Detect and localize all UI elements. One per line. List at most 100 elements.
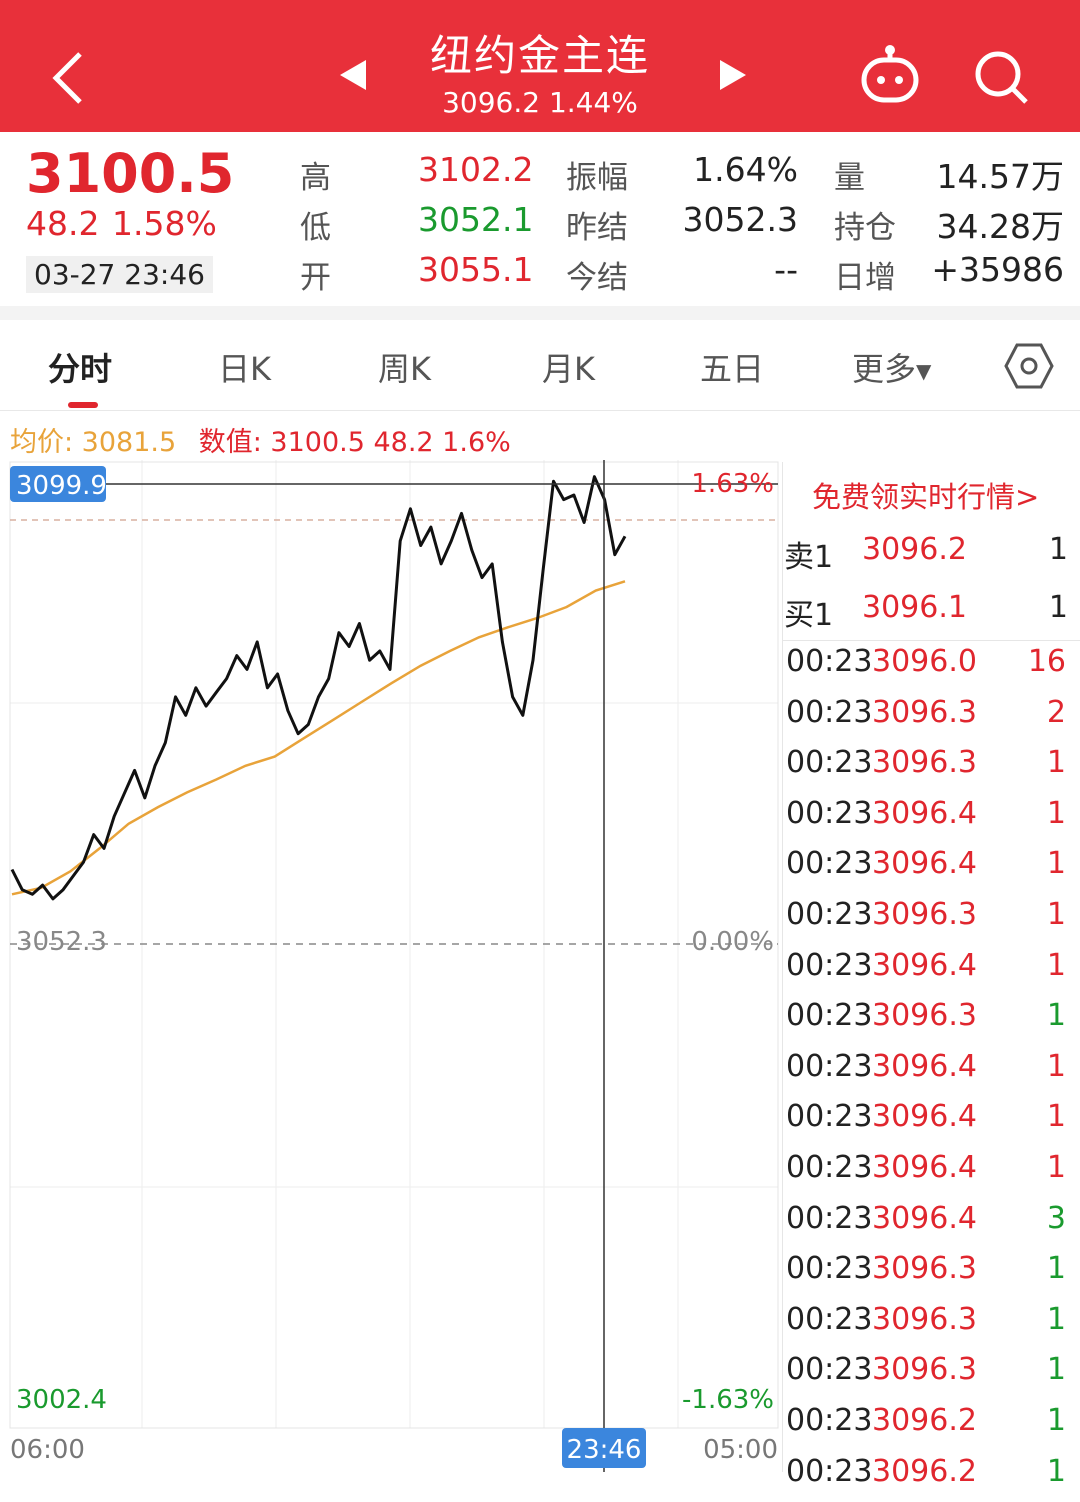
trade-volume: 1 [1046,1150,1066,1185]
trade-time: 00:23 [786,1403,873,1438]
min-price-label: 3002.4 [16,1385,107,1415]
trade-row: 00:23 3096.3 1 [786,1251,1076,1299]
trade-price: 3096.3 [872,745,977,781]
prev-settle-label: 昨结 [566,210,628,246]
trade-volume: 1 [1046,1251,1066,1287]
trade-row: 00:23 3096.3 1 [786,1302,1076,1350]
trade-time: 00:23 [786,897,873,932]
crosshair-time-badge [562,1428,646,1468]
trade-row: 00:23 3096.4 3 [786,1201,1076,1249]
trade-time: 00:23 [786,644,873,679]
settle-value: -- [774,250,798,289]
header-bar: 纽约金主连 3096.2 1.44% [0,0,1080,132]
quote-datetime: 03-27 23:46 [26,256,213,293]
change-value: 48.2 [26,204,100,243]
open-value: 3055.1 [418,250,534,289]
trade-price: 3096.4 [872,1150,977,1185]
trade-time: 00:23 [786,1352,873,1388]
trade-volume: 1 [1046,1453,1066,1489]
trade-volume: 3 [1046,1200,1066,1236]
prev-settle-value: 3052.3 [682,200,798,239]
trade-time: 00:23 [786,1200,873,1236]
high-value: 3102.2 [418,150,534,189]
crosshair-price-badge [10,466,106,502]
robot-icon[interactable] [858,44,922,106]
pct-mid-label: 0.00% [691,927,774,957]
trade-volume: 1 [1046,745,1066,781]
trade-price: 3096.2 [872,1403,977,1438]
trade-row: 00:23 3096.2 1 [786,1403,1076,1451]
tab-intraday[interactable]: 分时 [48,350,113,388]
promo-link[interactable]: 免费领实时行情> [812,480,1040,514]
prev-settle-price-label: 3052.3 [16,927,107,957]
trade-row: 00:23 3096.3 1 [786,897,1076,945]
trade-price: 3096.2 [872,1453,977,1489]
page-title: 纽约金主连 [429,31,650,80]
settle-label: 今结 [566,260,628,296]
trade-row: 00:23 3096.4 1 [786,1099,1076,1147]
average-price-line [11,580,626,896]
trade-volume: 1 [1046,846,1066,882]
sell1-volume: 1 [1048,532,1068,567]
open-label: 开 [300,260,331,296]
next-contract-icon[interactable] [718,58,748,92]
tab-more-label: 更多 [852,350,917,388]
tab-five-day[interactable]: 五日 [700,350,765,388]
intraday-chart[interactable]: 3099.9 1.63% 3052.3 0.00% 3002.4 -1.63% 06:00 0… [0,460,782,1472]
trade-row: 00:23 3096.2 1 [786,1454,1076,1502]
info-line: 均价: 3081.5 数值: 3100.5 48.2 1.6% [10,420,511,459]
pct-bottom-label: -1.63% [682,1385,774,1415]
trade-price: 3096.3 [872,1352,977,1388]
trade-row: 00:23 3096.3 1 [786,745,1076,793]
trade-row: 00:23 3096.3 1 [786,998,1076,1046]
trade-time: 00:23 [786,998,873,1034]
x-start-label: 06:00 [10,1435,85,1465]
chart-frame [9,461,779,1429]
header-subtitle: 3096.2 1.44% [442,86,638,119]
x-end-label: 05:00 [703,1435,778,1465]
tab-divider [0,410,1080,411]
trade-row: 00:23 3096.4 1 [786,796,1076,844]
tab-more[interactable]: 更多▼ [852,344,931,390]
trade-time: 00:23 [786,1099,873,1135]
tab-weekly-k[interactable]: 周K [378,350,431,388]
crosshair-price-label: 3099.9 [16,471,107,501]
avg-price: 均价: 3081.5 [10,427,177,458]
trade-volume: 1 [1046,1048,1066,1084]
trade-price: 3096.3 [872,998,977,1034]
tab-daily-k[interactable]: 日K [218,350,271,388]
back-icon[interactable] [48,50,88,106]
trade-time: 00:23 [786,1251,873,1287]
volume-label: 量 [834,160,865,196]
low-value: 3052.1 [418,200,534,239]
tab-monthly-k[interactable]: 月K [542,350,595,388]
trade-row: 00:23 3096.3 1 [786,1352,1076,1400]
last-price: 3100.5 [26,142,235,205]
trade-price: 3096.3 [872,897,977,932]
trade-volume: 1 [1046,795,1066,831]
oi-change-label: 日增 [834,260,896,296]
trade-volume: 1 [1046,947,1066,983]
trade-time: 00:23 [786,1453,873,1489]
amplitude-label: 振幅 [566,160,628,196]
buy1-price: 3096.1 [862,590,967,625]
price-line [10,475,627,901]
trade-volume: 1 [1046,1099,1066,1135]
trade-volume: 16 [1027,644,1066,679]
change-percent: 1.58% [112,204,217,243]
trade-time: 00:23 [786,694,873,730]
high-label: 高 [300,160,331,196]
crosshair-time-label: 23:46 [567,1435,642,1465]
trade-volume: 1 [1046,998,1066,1034]
open-interest-value: 34.28万 [936,207,1064,246]
trade-volume: 1 [1046,897,1066,932]
search-icon[interactable] [972,48,1030,106]
buy1-volume: 1 [1048,590,1068,625]
trade-time: 00:23 [786,947,873,983]
trade-time: 00:23 [786,795,873,831]
trade-price: 3096.3 [872,694,977,730]
amplitude-value: 1.64% [693,150,798,189]
settings-hexagon-icon[interactable] [1004,342,1054,390]
cursor-values: 数值: 3100.5 48.2 1.6% [198,427,511,458]
prev-contract-icon[interactable] [338,58,368,92]
